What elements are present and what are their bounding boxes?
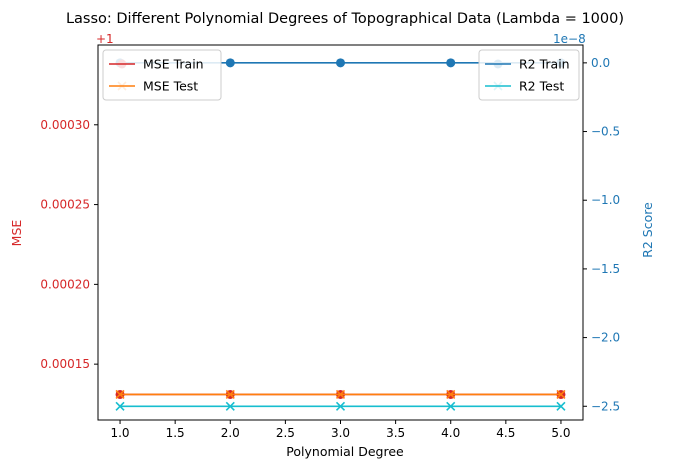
x-tick-label: 1.0 xyxy=(110,426,129,440)
right-y-axis-label: R2 Score xyxy=(640,202,655,258)
legend-label: MSE Test xyxy=(143,79,198,94)
x-axis-label: Polynomial Degree xyxy=(286,444,404,459)
legend-label: MSE Train xyxy=(143,57,204,72)
right-y-tick-label: 0.0 xyxy=(591,56,610,70)
right-y-tick-label: −1.0 xyxy=(591,193,620,207)
right-y-tick-label: −2.5 xyxy=(591,399,620,413)
right-y-tick-label: −1.5 xyxy=(591,262,620,276)
series-3-point xyxy=(446,58,456,68)
legend-label: R2 Train xyxy=(519,57,570,72)
plot-frame xyxy=(97,44,584,421)
x-tick-label: 1.5 xyxy=(166,426,185,440)
x-tick-label: 4.0 xyxy=(441,426,460,440)
chart-title: Lasso: Different Polynomial Degrees of T… xyxy=(66,11,624,27)
series-4-point xyxy=(115,401,125,411)
series-2-point xyxy=(225,389,235,400)
x-tick-label: 2.0 xyxy=(221,426,240,440)
series-4-point xyxy=(225,401,235,411)
right-y-tick-label: −2.0 xyxy=(591,331,620,345)
series-2-point xyxy=(446,389,456,400)
left-y-tick-label: 0.00025 xyxy=(40,198,90,212)
left-offset-label: +1 xyxy=(96,32,114,46)
series-3-point xyxy=(225,58,235,68)
series-4-point xyxy=(556,401,566,411)
series-3-point xyxy=(336,58,345,68)
series-2-point xyxy=(556,389,566,400)
left-y-tick-label: 0.00020 xyxy=(40,277,90,291)
x-tick-label: 2.5 xyxy=(276,426,295,440)
left-y-axis-label: MSE xyxy=(9,220,24,247)
x-tick-label: 3.0 xyxy=(331,426,350,440)
legend-label: R2 Test xyxy=(519,79,564,94)
x-tick-label: 4.5 xyxy=(496,426,515,440)
left-y-tick-label: 0.00030 xyxy=(40,118,90,132)
series-4-point xyxy=(446,401,456,411)
left-y-tick-label: 0.00015 xyxy=(40,357,90,371)
right-offset-label: 1e−8 xyxy=(553,32,586,46)
legend-left xyxy=(102,49,222,101)
series-2-point xyxy=(115,389,125,400)
series-2-point xyxy=(335,389,346,400)
x-tick-label: 3.5 xyxy=(386,426,405,440)
x-tick-label: 5.0 xyxy=(551,426,570,440)
legend-right xyxy=(478,49,580,101)
right-y-tick-label: −0.5 xyxy=(591,125,620,139)
series-4-point xyxy=(335,401,346,411)
